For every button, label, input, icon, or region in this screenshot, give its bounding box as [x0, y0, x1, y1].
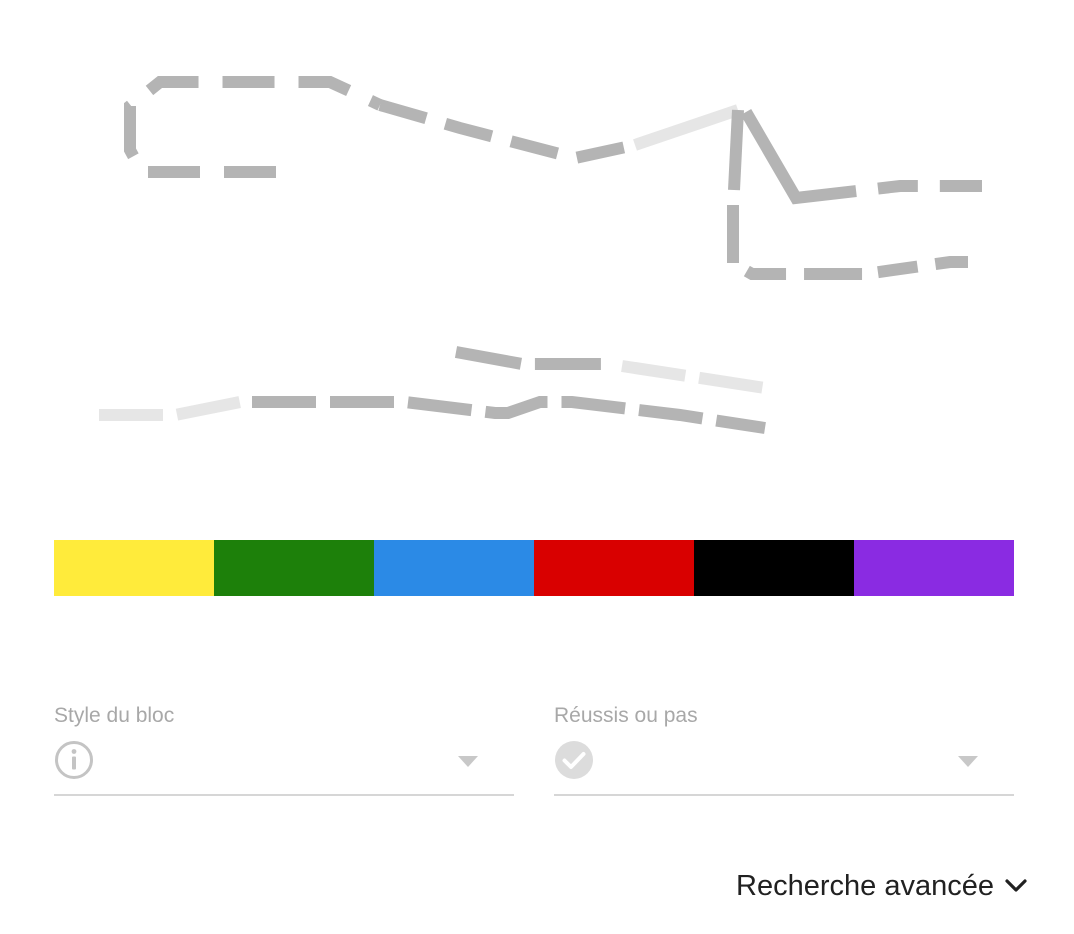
color-swatch-red[interactable] — [534, 540, 694, 596]
success-filter: Réussis ou pas — [554, 700, 1014, 796]
info-icon — [55, 741, 93, 779]
route-line — [728, 109, 744, 191]
route-line — [124, 76, 383, 178]
color-swatch-yellow[interactable] — [54, 540, 214, 596]
route-line — [633, 104, 740, 151]
advanced-search-label: Recherche avancée — [736, 869, 994, 902]
check-circle-icon — [555, 741, 593, 779]
success-label: Réussis ou pas — [554, 704, 698, 727]
route-line — [727, 205, 968, 280]
success-select[interactable] — [554, 738, 1014, 796]
color-palette — [54, 540, 1014, 596]
route-line — [454, 346, 610, 370]
dropdown-arrow-icon[interactable] — [958, 756, 978, 768]
block-style-select[interactable] — [54, 738, 514, 796]
block-style-label: Style du bloc — [54, 704, 175, 727]
route-line — [621, 360, 766, 394]
color-swatch-black[interactable] — [694, 540, 854, 596]
chevron-down-icon — [1005, 879, 1027, 892]
dropdown-arrow-icon[interactable] — [458, 756, 478, 768]
color-swatch-green[interactable] — [214, 540, 374, 596]
route-lines-canvas — [99, 76, 982, 434]
advanced-search-toggle[interactable]: Recherche avancée — [736, 866, 1028, 906]
route-line — [99, 396, 242, 421]
color-swatch-blue[interactable] — [374, 540, 534, 596]
color-swatch-purple[interactable] — [854, 540, 1014, 596]
route-line — [252, 396, 766, 434]
block-style-filter: Style du bloc — [54, 700, 514, 796]
route-line — [740, 108, 982, 205]
route-line — [378, 99, 637, 165]
